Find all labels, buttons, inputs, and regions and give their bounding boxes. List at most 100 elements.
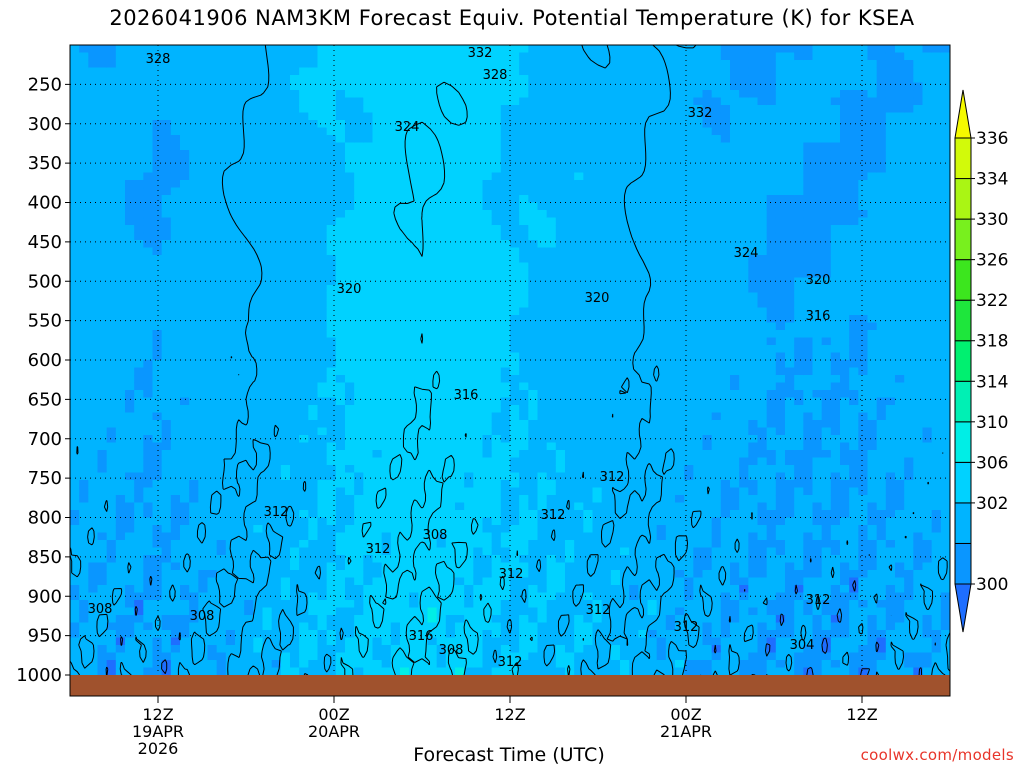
field-cell xyxy=(97,450,108,459)
field-cell xyxy=(198,307,209,316)
field-cell xyxy=(115,135,126,144)
field-cell xyxy=(583,277,594,286)
field-cell xyxy=(436,75,447,84)
field-cell xyxy=(225,135,236,144)
field-cell xyxy=(555,255,566,264)
field-cell xyxy=(445,405,456,414)
field-cell xyxy=(436,412,447,421)
field-cell xyxy=(225,397,236,406)
field-cell xyxy=(491,90,502,99)
field-cell xyxy=(418,217,429,226)
field-cell xyxy=(79,172,89,181)
field-cell xyxy=(592,307,603,316)
field-cell xyxy=(235,457,245,466)
field-cell xyxy=(546,262,557,271)
field-cell xyxy=(70,90,80,99)
field-cell xyxy=(491,127,502,136)
field-cell xyxy=(152,217,163,226)
field-cell xyxy=(161,112,172,121)
field-cell xyxy=(88,382,99,391)
field-cell xyxy=(528,172,539,181)
field-cell xyxy=(400,300,410,309)
field-cell xyxy=(592,607,603,616)
field-cell xyxy=(528,315,539,324)
field-cell xyxy=(390,307,401,316)
field-cell xyxy=(299,105,309,114)
field-cell xyxy=(381,420,392,429)
field-cell xyxy=(555,480,566,489)
field-cell xyxy=(555,45,566,54)
field-cell xyxy=(565,465,575,474)
field-cell xyxy=(482,390,493,399)
field-cell xyxy=(464,285,474,294)
field-cell xyxy=(115,300,126,309)
field-cell xyxy=(115,240,126,249)
field-cell xyxy=(537,337,548,346)
field-cell xyxy=(482,525,493,534)
field-cell xyxy=(244,67,254,76)
field-cell xyxy=(537,427,548,436)
field-cell xyxy=(354,330,364,339)
field-cell xyxy=(207,660,218,669)
field-cell xyxy=(134,157,144,166)
field-cell xyxy=(354,457,364,466)
field-cell xyxy=(537,352,548,361)
field-cell xyxy=(143,502,154,511)
field-cell xyxy=(244,450,254,459)
field-cell xyxy=(79,307,89,316)
field-cell xyxy=(436,210,447,219)
field-cell xyxy=(409,555,419,564)
field-cell xyxy=(106,510,117,519)
field-cell xyxy=(565,390,575,399)
field-cell xyxy=(207,337,218,346)
field-cell xyxy=(170,345,181,354)
field-cell xyxy=(381,285,392,294)
field-cell xyxy=(510,120,520,129)
field-cell xyxy=(271,607,282,616)
field-cell xyxy=(482,270,493,279)
field-cell xyxy=(244,562,254,571)
field-cell xyxy=(216,142,227,151)
field-cell xyxy=(161,450,172,459)
field-cell xyxy=(436,285,447,294)
field-cell xyxy=(390,442,401,451)
field-cell xyxy=(409,255,419,264)
field-cell xyxy=(308,405,319,414)
field-cell xyxy=(510,465,520,474)
field-cell xyxy=(216,232,227,241)
field-cell xyxy=(189,532,199,541)
field-cell xyxy=(363,577,374,586)
field-cell xyxy=(244,442,254,451)
field-cell xyxy=(473,585,484,594)
field-cell xyxy=(546,165,557,174)
field-cell xyxy=(500,75,511,84)
field-cell xyxy=(546,67,557,76)
field-cell xyxy=(170,667,181,675)
field-cell xyxy=(592,82,603,91)
field-cell xyxy=(363,75,374,84)
field-cell xyxy=(400,322,410,331)
field-cell xyxy=(464,60,474,69)
field-cell xyxy=(400,150,410,159)
field-cell xyxy=(170,570,181,579)
field-cell xyxy=(134,277,144,286)
field-cell xyxy=(189,315,199,324)
field-cell xyxy=(546,105,557,114)
field-cell xyxy=(143,225,154,234)
field-cell xyxy=(537,532,548,541)
field-cell xyxy=(409,217,419,226)
field-cell xyxy=(500,525,511,534)
field-cell xyxy=(198,75,209,84)
field-cell xyxy=(546,210,557,219)
field-cell xyxy=(271,337,282,346)
field-cell xyxy=(537,547,548,556)
field-cell xyxy=(88,465,99,474)
field-cell xyxy=(134,105,144,114)
field-cell xyxy=(189,210,199,219)
field-cell xyxy=(473,157,484,166)
field-cell xyxy=(280,577,291,586)
field-cell xyxy=(207,390,218,399)
field-cell xyxy=(106,217,117,226)
field-cell xyxy=(198,577,209,586)
field-cell xyxy=(537,45,548,54)
